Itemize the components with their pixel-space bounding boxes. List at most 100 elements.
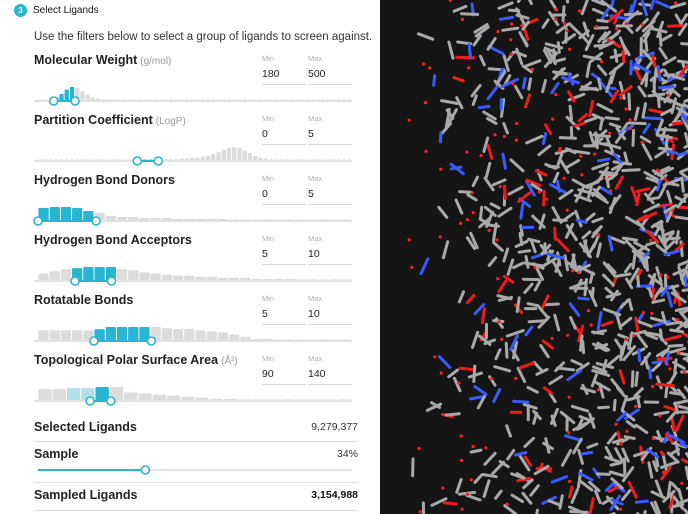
slider-max-handle[interactable] [146, 336, 157, 346]
min-label: Min [262, 54, 275, 63]
molecule-viewer[interactable] [380, 0, 688, 514]
histogram-bar [216, 152, 221, 161]
max-value-input[interactable]: 10 [308, 248, 352, 265]
intro-text: Use the filters below to select a group … [34, 31, 373, 43]
histogram-bar [105, 327, 116, 341]
histogram-bar [49, 271, 60, 281]
filter-title-text: Hydrogen Bond Donors [34, 173, 175, 187]
min-label: Min [262, 294, 275, 303]
filter-5: Topological Polar Surface Area (Å²) Min 90 M… [34, 353, 352, 411]
filter-title: Partition Coefficient (LogP) [34, 113, 186, 127]
slider-min-handle[interactable] [70, 276, 80, 286]
histogram-bar [150, 273, 161, 281]
max-label: Max [308, 234, 323, 243]
histogram-bar [72, 330, 83, 341]
histogram-bar [60, 269, 72, 281]
sampled-ligands-value: 3,154,988 [311, 489, 358, 501]
histogram-bar [95, 387, 109, 401]
max-label: Max [308, 294, 323, 303]
histogram-bar [83, 267, 94, 281]
histogram-bar [85, 94, 90, 101]
min-value-input[interactable]: 0 [262, 188, 306, 205]
max-label: Max [308, 114, 323, 123]
filter-2: Hydrogen Bond Donors Min 0 Max 5 [33, 173, 354, 231]
histogram-bar [139, 272, 150, 281]
ligand-selection-panel: 3 Select Ligands Use the filters below t… [14, 3, 373, 511]
bond-sticks [411, 0, 688, 514]
slider-min-handle[interactable] [132, 156, 143, 166]
histogram-bar [172, 329, 184, 341]
min-value-input[interactable]: 5 [262, 248, 306, 265]
max-value-input[interactable]: 5 [308, 128, 352, 145]
filter-title: Topological Polar Surface Area (Å²) [34, 353, 238, 367]
histogram-bar [124, 392, 138, 401]
histogram-bar [172, 275, 184, 281]
sample-slider-handle[interactable] [140, 465, 151, 475]
range-slider[interactable] [34, 155, 354, 167]
min-label: Min [262, 234, 275, 243]
histogram-bar [229, 334, 240, 341]
histogram-bar [211, 154, 216, 161]
max-label: Max [308, 354, 323, 363]
histogram-bar [139, 327, 150, 341]
min-value-input[interactable]: 180 [262, 68, 306, 85]
max-value-input[interactable]: 5 [308, 188, 352, 205]
range-slider[interactable] [34, 95, 354, 107]
histogram-bar [232, 147, 237, 161]
range-slider[interactable] [34, 275, 354, 287]
slider-min-handle[interactable] [33, 216, 43, 226]
ligand-structure-render [407, 0, 688, 514]
sample-label: Sample [34, 447, 79, 461]
histogram-bar [38, 389, 52, 401]
min-value-input[interactable]: 5 [262, 308, 306, 325]
selected-ligands-label: Selected Ligands [34, 420, 137, 434]
histogram-bar [242, 150, 247, 161]
histogram-bar [64, 89, 69, 101]
histogram-bar [161, 328, 173, 341]
slider-min-handle[interactable] [48, 96, 59, 106]
histogram-bar [138, 393, 152, 401]
slider-max-handle[interactable] [106, 396, 116, 406]
histogram-bar [217, 332, 229, 341]
slider-max-handle[interactable] [70, 96, 80, 106]
sampled-ligands-row: Sampled Ligands 3,154,988 [34, 488, 358, 502]
histogram-bar [161, 274, 173, 281]
histogram-bar [116, 327, 128, 341]
histogram-bar [152, 394, 166, 401]
max-value-input[interactable]: 500 [308, 68, 352, 85]
sampled-ligands-label: Sampled Ligands [34, 488, 138, 502]
slider-max-handle[interactable] [153, 156, 164, 166]
filter-title-text: Topological Polar Surface Area [34, 353, 219, 367]
histogram-bar [38, 330, 49, 341]
sample-slider[interactable] [34, 464, 358, 476]
histogram-bar [72, 208, 83, 221]
slider-max-handle[interactable] [106, 276, 117, 286]
histogram-bar [49, 330, 60, 341]
selected-ligands-value: 9,279,377 [311, 421, 358, 433]
slider-max-handle[interactable] [91, 216, 101, 226]
range-slider[interactable] [34, 395, 354, 407]
histogram-bar [181, 396, 195, 401]
histogram-bar [59, 94, 64, 101]
slider-min-handle[interactable] [89, 336, 99, 346]
histogram-bar [252, 155, 258, 161]
histogram-bar [221, 149, 226, 161]
histogram-bar [49, 207, 60, 221]
histogram-bar [247, 153, 253, 161]
filter-unit: (g/mol) [140, 56, 172, 67]
max-value-input[interactable]: 10 [308, 308, 352, 325]
filter-title: Molecular Weight (g/mol) [34, 53, 171, 67]
histogram-bar [206, 276, 217, 281]
range-slider[interactable] [33, 215, 354, 227]
divider [34, 510, 358, 511]
max-value-input[interactable]: 140 [308, 368, 352, 385]
range-slider[interactable] [34, 335, 354, 347]
min-value-input[interactable]: 0 [262, 128, 306, 145]
histogram-bar [60, 330, 72, 341]
histogram-bar [184, 329, 195, 341]
sample-row: Sample 34% [34, 447, 358, 461]
min-value-input[interactable]: 90 [262, 368, 306, 385]
slider-min-handle[interactable] [85, 396, 95, 406]
step-number-badge: 3 [14, 3, 27, 17]
histogram-bar [166, 395, 181, 401]
